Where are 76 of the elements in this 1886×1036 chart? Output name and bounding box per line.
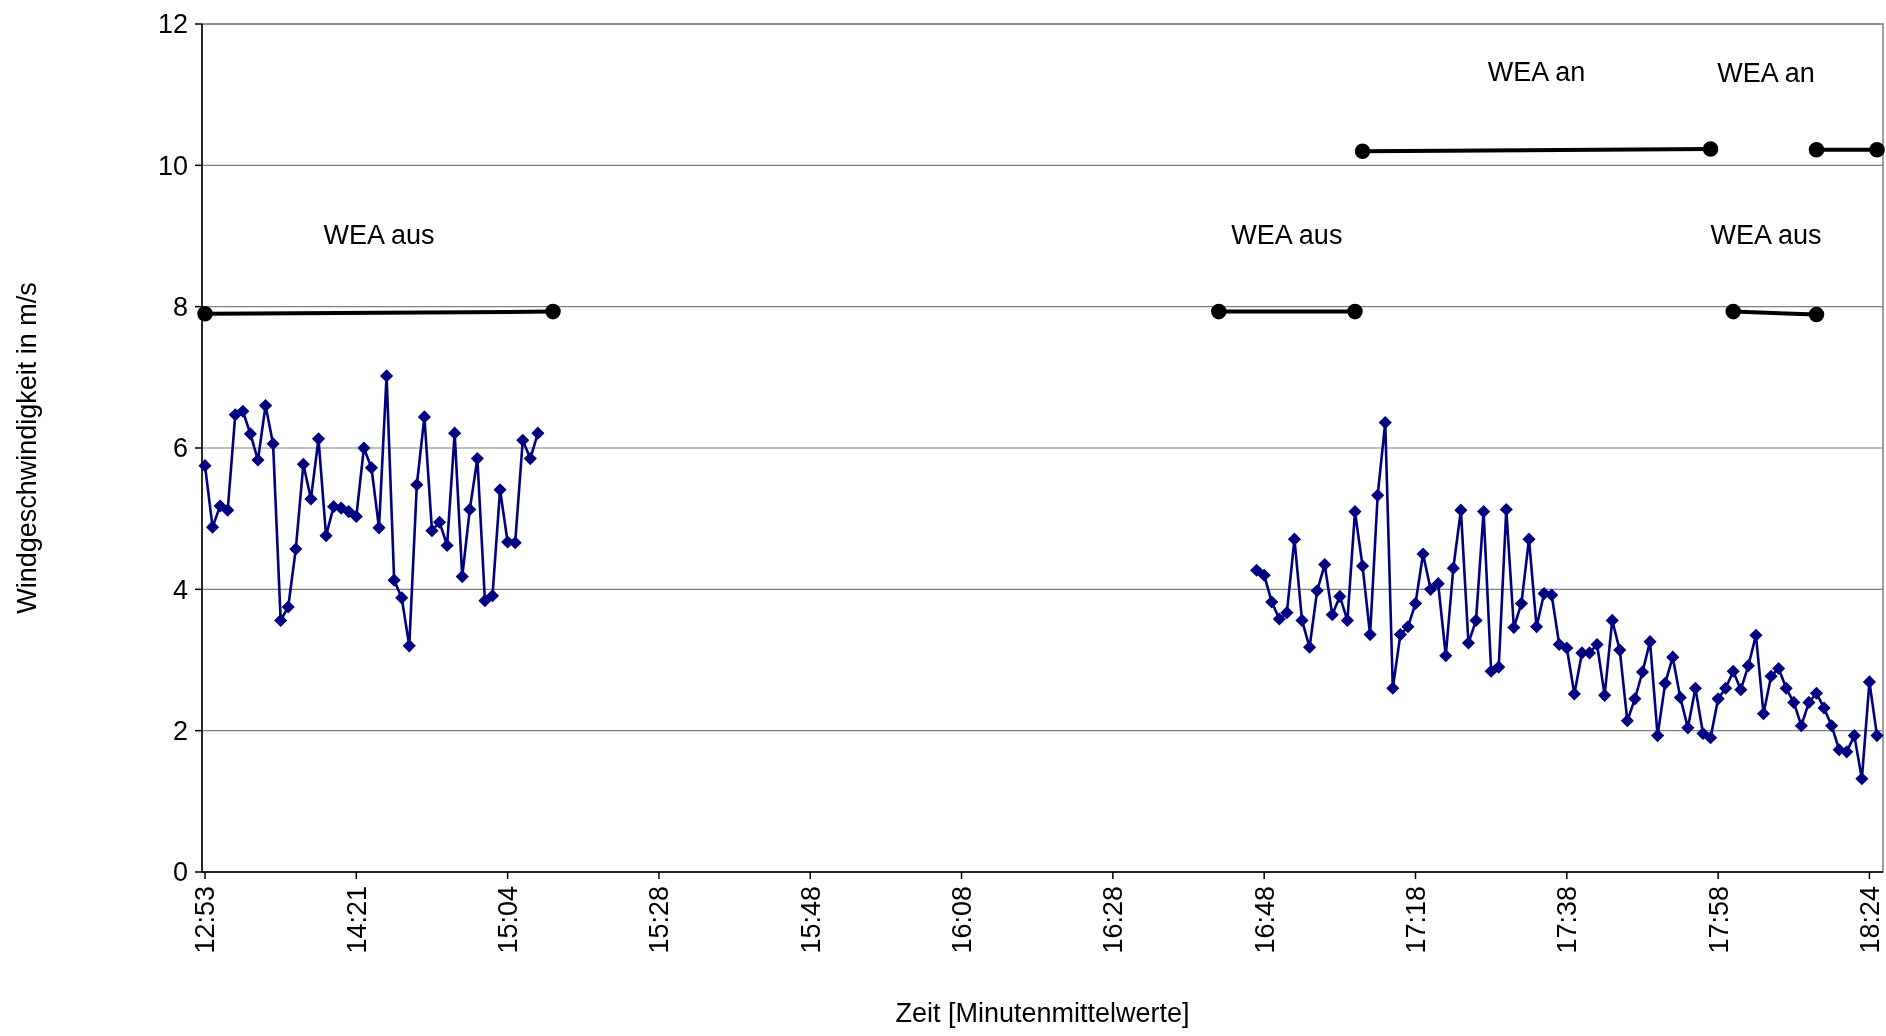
text: WEA an	[1487, 57, 1586, 88]
point	[1347, 303, 1363, 320]
point	[1869, 142, 1885, 158]
point	[470, 452, 484, 466]
point	[251, 453, 265, 467]
x-tick-label: 16:28	[1098, 886, 1129, 954]
point	[357, 441, 371, 455]
point	[1702, 141, 1719, 157]
point	[493, 483, 507, 497]
point	[1808, 306, 1825, 323]
x-tick-label: 16:08	[947, 886, 978, 954]
y-tick-label: 4	[172, 574, 188, 605]
y-tick-label: 10	[157, 150, 188, 181]
point	[448, 426, 462, 440]
point	[485, 589, 500, 603]
point	[417, 410, 431, 424]
point	[243, 427, 257, 441]
point	[463, 502, 477, 517]
point	[304, 492, 318, 506]
point	[380, 369, 394, 383]
point	[531, 426, 545, 440]
point	[364, 461, 379, 475]
point	[311, 432, 326, 446]
y-tick-label: 0	[172, 857, 188, 888]
point	[516, 433, 530, 447]
y-axis-title: Windgeschwindigkeit in m/s	[12, 282, 42, 614]
text: WEA aus	[1710, 219, 1822, 250]
point	[1354, 143, 1371, 159]
point	[221, 503, 235, 517]
x-tick-label: 18:24	[1854, 886, 1885, 954]
x-tick-label: 15:48	[795, 886, 826, 954]
point	[402, 639, 416, 653]
point	[281, 600, 295, 614]
point	[455, 570, 469, 584]
y-tick-label: 12	[157, 9, 188, 40]
text: WEA aus	[323, 219, 435, 250]
x-tick-label: 15:28	[644, 886, 675, 954]
point	[289, 542, 303, 556]
x-tick-label: 15:04	[493, 886, 524, 954]
x-tick-label: 17:18	[1400, 886, 1431, 954]
point	[523, 452, 537, 466]
text: WEA aus	[1231, 219, 1343, 250]
point	[1211, 303, 1227, 320]
point	[395, 591, 409, 605]
point	[1725, 303, 1742, 320]
point	[296, 457, 310, 471]
point	[258, 399, 273, 413]
point	[228, 408, 242, 422]
point	[319, 529, 333, 543]
x-tick-label: 12:53	[190, 886, 221, 954]
point	[1808, 142, 1825, 158]
point	[198, 459, 212, 473]
point	[197, 305, 213, 322]
x-tick-label: 17:38	[1552, 886, 1583, 954]
point	[432, 515, 447, 529]
text: WEA an	[1717, 57, 1815, 88]
point	[372, 521, 386, 535]
y-tick-label: 6	[172, 433, 188, 464]
point	[387, 573, 401, 587]
point	[342, 505, 356, 519]
point	[440, 538, 454, 553]
point	[206, 520, 220, 534]
point	[425, 524, 439, 538]
point	[410, 478, 424, 492]
point	[274, 613, 288, 627]
x-axis-title: Zeit [Minutenmittelwerte]	[895, 998, 1190, 1028]
point	[545, 303, 561, 320]
x-tick-label: 17:58	[1703, 886, 1734, 954]
point	[478, 594, 492, 608]
y-tick-label: 8	[172, 292, 188, 323]
point	[266, 437, 280, 451]
x-tick-label: 16:48	[1249, 886, 1280, 954]
point	[236, 404, 250, 418]
point	[349, 509, 363, 524]
x-tick-label: 14:21	[341, 886, 372, 954]
y-tick-label: 2	[172, 716, 188, 747]
